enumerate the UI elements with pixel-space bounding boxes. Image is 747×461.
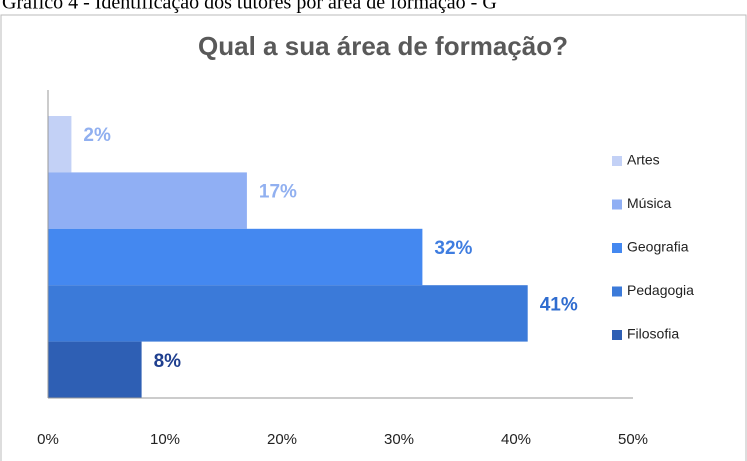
bar bbox=[48, 228, 423, 286]
bar bbox=[48, 116, 72, 173]
legend-swatch bbox=[612, 199, 622, 210]
legend-label: Filosofia bbox=[627, 326, 679, 342]
legend-label: Música bbox=[627, 195, 672, 211]
x-tick-label: 0% bbox=[37, 431, 59, 448]
value-label: 2% bbox=[83, 125, 111, 146]
x-tick-label: 50% bbox=[618, 431, 648, 448]
chart-title: Qual a sua área de formação? bbox=[198, 31, 568, 61]
legend-label: Geografia bbox=[627, 239, 689, 255]
bar bbox=[48, 172, 247, 229]
bar bbox=[48, 285, 528, 342]
legend-label: Artes bbox=[627, 152, 660, 168]
x-tick-label: 40% bbox=[501, 431, 531, 448]
bar bbox=[48, 341, 142, 398]
x-tick-label: 10% bbox=[150, 431, 180, 448]
legend-swatch bbox=[612, 286, 622, 297]
x-tick-label: 30% bbox=[384, 431, 414, 448]
caption: Gráfico 4 - Identificação dos tutores po… bbox=[2, 0, 497, 14]
x-tick-label: 20% bbox=[267, 431, 297, 448]
value-label: 41% bbox=[540, 294, 578, 315]
legend-swatch bbox=[612, 156, 622, 166]
value-label: 8% bbox=[154, 351, 182, 372]
legend-swatch bbox=[612, 243, 622, 253]
legend-label: Pedagogia bbox=[627, 282, 694, 298]
value-label: 17% bbox=[259, 182, 297, 203]
frame bbox=[0, 14, 747, 461]
value-label: 32% bbox=[434, 238, 472, 259]
legend-swatch bbox=[612, 330, 622, 340]
